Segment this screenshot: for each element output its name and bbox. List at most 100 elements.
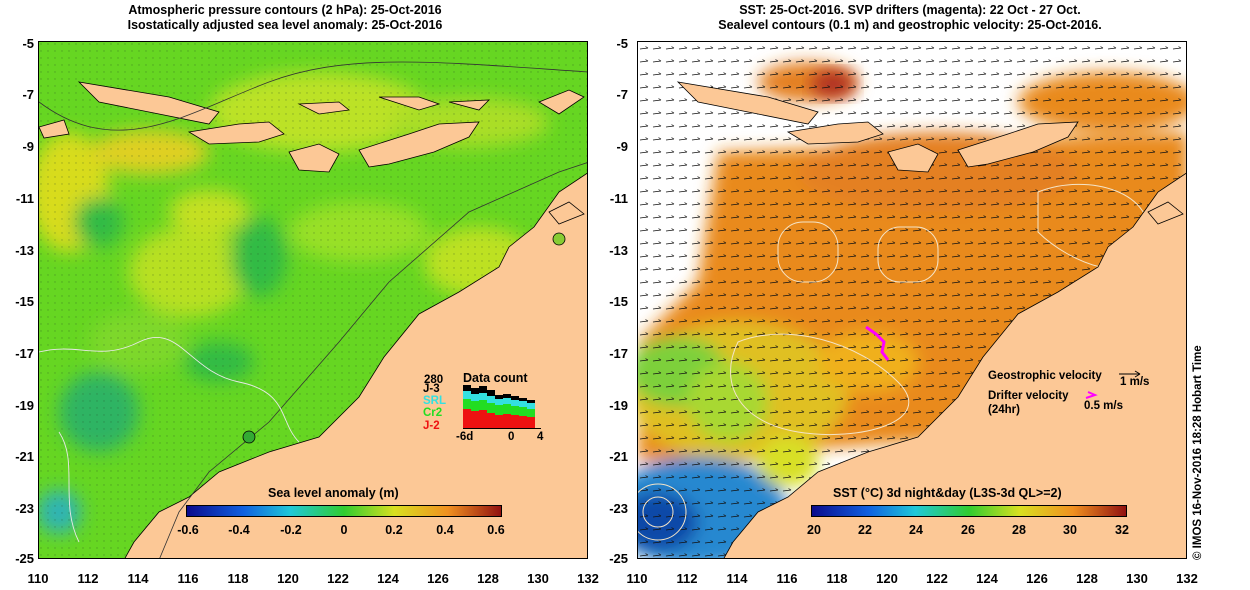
datacount-top-value: 280 (424, 374, 444, 386)
x-tick-label: 112 (77, 571, 99, 586)
geo-velocity-scale: 1 m/s (1120, 376, 1150, 388)
x-tick-label: 132 (1176, 571, 1198, 586)
datacount-sat-j3: J-3 (423, 383, 440, 395)
sst-colorbar-label: SST (°C) 3d night&day (L3S-3d QL>=2) (833, 486, 1062, 500)
sla-colorbar-label: Sea level anomaly (m) (268, 486, 399, 500)
x-tick-label: 122 (926, 571, 948, 586)
y-tick-label: -19 (609, 398, 628, 413)
right-title-line2: Sealevel contours (0.1 m) and geostrophi… (718, 18, 1102, 32)
sst-tick: 32 (1115, 523, 1129, 537)
y-tick-label: -15 (609, 294, 628, 309)
y-tick-label: -7 (616, 87, 628, 102)
y-tick-label: -25 (609, 551, 628, 566)
sla-tick: -0.4 (228, 523, 250, 537)
x-tick-label: 120 (876, 571, 898, 586)
sla-marker-1 (552, 232, 566, 246)
datacount-title: Data count (463, 371, 528, 385)
sst-colorbar (811, 505, 1127, 517)
x-tick-label: 128 (477, 571, 499, 586)
y-tick-label: -9 (616, 139, 628, 154)
x-tick-label: 112 (676, 571, 698, 586)
datacount-sat-srl: SRL (423, 395, 446, 407)
sla-tick: -0.2 (280, 523, 302, 537)
x-tick-label: 116 (177, 571, 199, 586)
sla-colorbar (186, 505, 502, 517)
y-tick-label: -7 (22, 87, 34, 102)
x-tick-label: 128 (1076, 571, 1098, 586)
sla-tick: -0.6 (177, 523, 199, 537)
x-tick-label: 124 (976, 571, 998, 586)
datacount-sat-cr2: Cr2 (423, 407, 443, 419)
datacount-histogram (463, 385, 541, 429)
sst-tick: 22 (858, 523, 872, 537)
drifter-velocity-label: Drifter velocity (988, 390, 1069, 402)
pressure-contours (39, 61, 587, 558)
indonesia-islands (39, 81, 585, 225)
sla-tick: 0.4 (436, 523, 454, 537)
x-tick-label: 116 (776, 571, 798, 586)
sst-tick: 26 (961, 523, 975, 537)
right-title: SST: 25-Oct-2016. SVP drifters (magenta)… (670, 3, 1150, 33)
y-tick-label: -15 (15, 294, 34, 309)
y-tick-label: -23 (15, 501, 34, 516)
australia-land-sst (723, 172, 1186, 558)
datacount-axis-label: 0 (508, 431, 515, 443)
y-tick-label: -21 (609, 449, 628, 464)
drifter-arrow-icon (1085, 391, 1098, 399)
sst-map (637, 41, 1187, 559)
y-tick-label: -5 (22, 36, 34, 51)
y-tick-label: -17 (15, 346, 34, 361)
y-tick-label: -9 (22, 139, 34, 154)
sla-marker-2 (242, 430, 256, 444)
x-tick-label: 130 (527, 571, 549, 586)
drifter-velocity-period: (24hr) (988, 404, 1020, 416)
x-tick-label: 126 (427, 571, 449, 586)
imos-credit: © IMOS 16-Nov-2016 18:28 Hobart Time (1192, 345, 1204, 560)
datacount-sat-j2: J-2 (423, 420, 440, 432)
sla-tick: 0.6 (487, 523, 505, 537)
left-title-line2: Isostatically adjusted sea level anomaly… (127, 18, 443, 32)
datacount-axis-label: -6d (456, 431, 474, 443)
x-tick-label: 130 (1126, 571, 1148, 586)
x-tick-label: 114 (127, 571, 149, 586)
y-tick-label: -11 (15, 191, 34, 206)
sst-tick: 28 (1012, 523, 1026, 537)
y-tick-label: -13 (609, 243, 628, 258)
sla-tick: 0 (340, 523, 348, 537)
left-title-line1: Atmospheric pressure contours (2 hPa): 2… (128, 3, 442, 17)
x-tick-label: 120 (277, 571, 299, 586)
left-title: Atmospheric pressure contours (2 hPa): 2… (110, 3, 460, 33)
geo-velocity-arrow-icon (1119, 370, 1141, 378)
indonesia-islands-sst (676, 81, 1184, 225)
bathymetry-contours (39, 336, 300, 543)
x-tick-label: 126 (1026, 571, 1048, 586)
y-tick-label: -13 (15, 243, 34, 258)
right-title-line1: SST: 25-Oct-2016. SVP drifters (magenta)… (739, 3, 1081, 17)
geo-velocity-label: Geostrophic velocity (988, 370, 1102, 382)
x-tick-label: 118 (227, 571, 249, 586)
drifter-velocity-scale: 0.5 m/s (1084, 400, 1123, 412)
sla-map (38, 41, 588, 559)
x-tick-label: 122 (327, 571, 349, 586)
y-tick-label: -25 (15, 551, 34, 566)
australia-land (124, 172, 587, 558)
x-tick-label: 124 (377, 571, 399, 586)
x-tick-label: 132 (577, 571, 599, 586)
y-tick-label: -11 (609, 191, 628, 206)
y-tick-label: -21 (15, 449, 34, 464)
y-tick-label: -17 (609, 346, 628, 361)
svp-drifter-track (865, 325, 890, 361)
sst-tick: 30 (1063, 523, 1077, 537)
y-tick-label: -23 (609, 501, 628, 516)
x-tick-label: 114 (726, 571, 748, 586)
sst-tick: 20 (807, 523, 821, 537)
sst-tick: 24 (909, 523, 923, 537)
sst-map-svg (638, 42, 1186, 558)
x-tick-label: 110 (626, 571, 648, 586)
datacount-axis-label: 4 (537, 431, 544, 443)
y-tick-label: -19 (15, 398, 34, 413)
x-tick-label: 118 (826, 571, 848, 586)
y-tick-label: -5 (616, 36, 628, 51)
sla-map-svg (39, 42, 587, 558)
x-tick-label: 110 (27, 571, 49, 586)
